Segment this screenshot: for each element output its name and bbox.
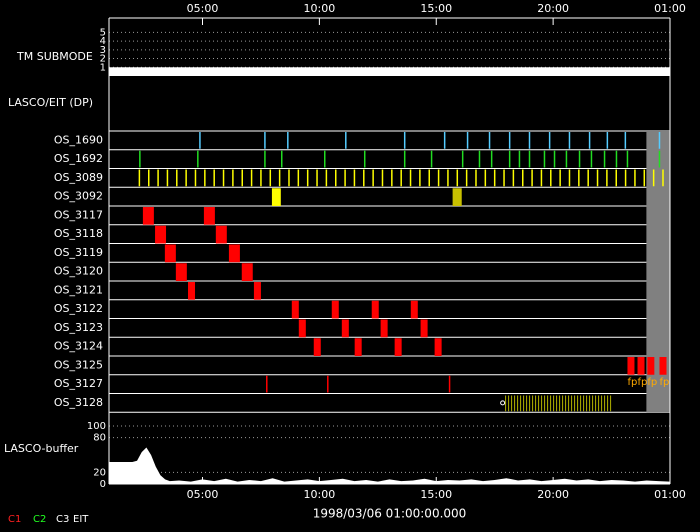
- x-axis-label: 1998/03/06 01:00:00.000: [313, 507, 467, 521]
- row-label: OS_3089: [54, 171, 103, 184]
- row-label: OS_3092: [54, 190, 103, 203]
- x-tick-label: 20:00: [537, 2, 569, 15]
- event-block: [291, 300, 299, 319]
- row-label: OS_3118: [54, 227, 103, 240]
- panel-label: TM SUBMODE: [16, 50, 93, 63]
- buffer-area: [109, 447, 670, 484]
- x-tick-label: 10:00: [304, 2, 336, 15]
- event-block: [420, 319, 428, 338]
- event-block: [203, 207, 215, 225]
- event-block: [241, 263, 253, 281]
- row-label: OS_3123: [54, 321, 103, 334]
- row-label: OS_3128: [54, 396, 103, 409]
- x-tick-label: 01:00: [654, 488, 686, 501]
- row-label: OS_3120: [54, 265, 103, 278]
- event-block: [452, 188, 462, 206]
- event-block: [331, 300, 339, 319]
- event-block: [627, 357, 635, 375]
- x-tick-label: 15:00: [420, 488, 452, 501]
- event-block: [253, 282, 261, 300]
- event-hatch: [505, 395, 612, 412]
- event-block: [371, 300, 379, 319]
- row-label: OS_1690: [54, 133, 103, 146]
- x-tick-label: 05:00: [187, 2, 219, 15]
- shade: [646, 131, 670, 413]
- y-tick-label: 1: [100, 62, 106, 73]
- x-tick-label: 01:00: [654, 2, 686, 15]
- event-block: [188, 282, 196, 300]
- row-label: OS_1692: [54, 152, 103, 165]
- event-label: fp: [638, 377, 648, 388]
- submode-bar: [109, 67, 670, 76]
- event-marker: [500, 400, 506, 406]
- event-block: [341, 319, 349, 338]
- row-label: OS_3122: [54, 302, 103, 315]
- event-block: [434, 338, 442, 356]
- x-tick-label: 20:00: [537, 488, 569, 501]
- event-label: fp: [627, 377, 637, 388]
- event-label: fp: [647, 377, 657, 388]
- event-block: [142, 207, 154, 225]
- legend-entry: C1: [8, 514, 21, 525]
- event-block: [380, 319, 388, 338]
- legend-entry: EIT: [73, 514, 89, 525]
- legend-entry: C3: [56, 514, 69, 525]
- row-label: OS_3127: [54, 377, 103, 390]
- row-label: OS_3117: [54, 208, 103, 221]
- event-block: [298, 319, 306, 338]
- legend-entry: C2: [33, 514, 46, 525]
- y-tick-label: 3: [100, 45, 106, 56]
- event-label: fp: [659, 377, 669, 388]
- x-tick-label: 10:00: [304, 488, 336, 501]
- row-label: OS_3121: [54, 283, 103, 296]
- y-tick-label: 20: [93, 467, 106, 478]
- y-tick-label: 5: [100, 27, 106, 38]
- event-block: [164, 244, 176, 263]
- event-block: [354, 338, 362, 356]
- event-block: [271, 188, 281, 206]
- x-tick-label: 15:00: [420, 2, 452, 15]
- event-block: [410, 300, 418, 319]
- panel-label: LASCO-buffer: [4, 442, 79, 455]
- event-block: [215, 225, 227, 244]
- event-block: [637, 357, 645, 375]
- event-block: [155, 225, 167, 244]
- event-block: [394, 338, 402, 356]
- y-tick-label: 100: [87, 421, 106, 432]
- event-block: [313, 338, 321, 356]
- y-tick-label: 2: [100, 54, 106, 65]
- row-label: OS_3124: [54, 340, 103, 353]
- section-label: LASCO/EIT (DP): [8, 96, 93, 109]
- x-tick-label: 05:00: [187, 488, 219, 501]
- event-block: [228, 244, 240, 263]
- y-tick-label: 0: [100, 479, 106, 490]
- y-tick-label: 80: [93, 433, 106, 444]
- event-block: [659, 357, 667, 375]
- y-tick-label: 4: [100, 36, 106, 47]
- row-label: OS_3119: [54, 246, 103, 259]
- event-block: [175, 263, 187, 281]
- row-label: OS_3125: [54, 358, 103, 371]
- event-block: [647, 357, 655, 375]
